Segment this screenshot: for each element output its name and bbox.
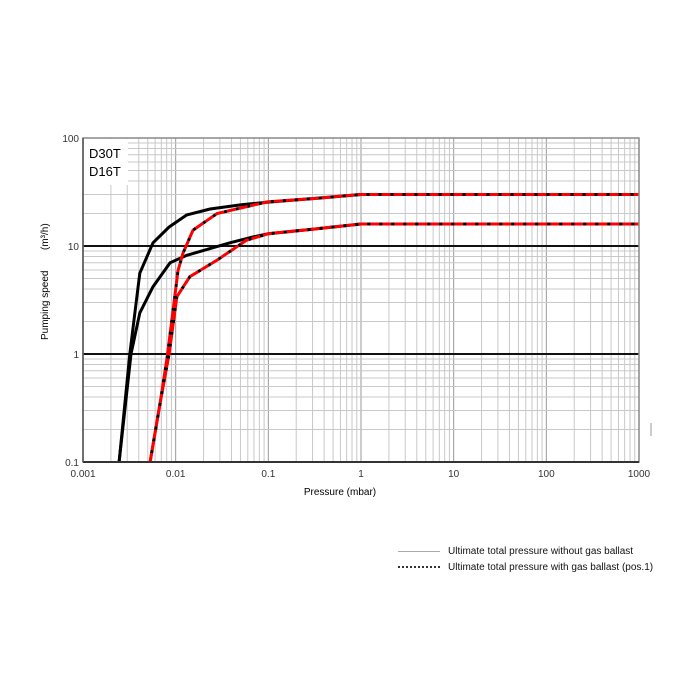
- annotation-d30t: D30T: [89, 146, 121, 161]
- x-axis-label: Pressure (mbar): [304, 487, 376, 498]
- curve-d30t-gas-ballast-dots: [148, 193, 639, 463]
- x-tick-label: 10: [448, 469, 460, 480]
- x-tick-label: 0.01: [166, 469, 186, 480]
- legend-label: Ultimate total pressure without gas ball…: [448, 546, 634, 557]
- legend-entry-solid: Ultimate total pressure without gas ball…: [398, 546, 633, 557]
- legend-entry-dashed: Ultimate total pressure with gas ballast…: [398, 562, 653, 573]
- y-tick-label: 10: [68, 242, 80, 253]
- legend-label: Ultimate total pressure with gas ballast…: [448, 562, 654, 573]
- curves: [117, 193, 639, 463]
- curve-d16t-without-gas-ballast: [117, 222, 639, 463]
- model-label-box: [84, 139, 128, 185]
- curve-d16t-with-gas-ballast: [148, 222, 639, 463]
- legend-solid-sample: [398, 550, 440, 552]
- x-tick-label: 100: [538, 469, 555, 480]
- y-axis-unit: (m³/h): [40, 223, 51, 250]
- major-lines: [83, 245, 639, 355]
- curve-d30t-without-gas-ballast: [117, 193, 639, 463]
- grid: [82, 138, 639, 463]
- y-axis-label: Pumping speed: [40, 271, 51, 341]
- x-tick-label: 1000: [628, 469, 651, 480]
- tick-labels: 0.001 0.01 0.1 1 10 100 1000 0.1 1 10 100: [62, 134, 650, 480]
- x-tick-label: 0.001: [70, 469, 95, 480]
- y-tick-label: 1: [73, 350, 79, 361]
- legend-dashed-sample: [398, 566, 440, 569]
- y-tick-label: 0.1: [65, 458, 79, 469]
- y-tick-label: 100: [62, 134, 79, 145]
- curve-d16t-gas-ballast-dots: [148, 222, 639, 463]
- annotation-d16t: D16T: [89, 164, 121, 179]
- curve-d30t-with-gas-ballast: [148, 193, 639, 463]
- x-tick-label: 1: [358, 469, 364, 480]
- x-tick-label: 0.1: [261, 469, 275, 480]
